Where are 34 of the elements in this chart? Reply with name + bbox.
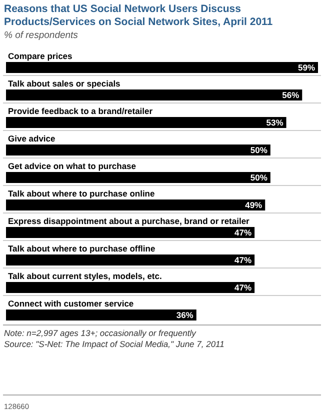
y-tick-label: Talk about where to purchase offline <box>8 244 156 254</box>
chart-title: Reasons that US Social Network Users Discuss Products/Services on Social Network Sites, April 2011 <box>4 3 273 28</box>
data-label: 50% <box>250 145 268 155</box>
y-tick-label: Give advice <box>8 134 56 144</box>
bar <box>6 90 302 100</box>
data-label: 36% <box>176 310 194 320</box>
data-label: 59% <box>298 62 316 72</box>
y-tick-label: Talk about sales or specials <box>8 78 121 88</box>
data-label: 50% <box>250 172 268 182</box>
bar <box>6 282 255 293</box>
data-label: 47% <box>234 228 252 238</box>
data-label: 56% <box>282 90 300 100</box>
bar <box>6 200 266 210</box>
bar <box>6 62 318 73</box>
bar <box>6 310 196 320</box>
y-tick-label: Provide feedback to a brand/retailer <box>8 106 154 116</box>
y-tick-label: Express disappointment about a purchase, brand or retailer <box>8 216 250 226</box>
y-tick-label: Talk about current styles, models, etc. <box>8 271 162 281</box>
data-label: 49% <box>245 200 263 210</box>
bar <box>6 254 255 266</box>
y-tick-label: Get advice on what to purchase <box>8 161 136 171</box>
bar <box>6 172 270 183</box>
bar <box>6 227 255 238</box>
bar <box>6 117 286 128</box>
data-label: 47% <box>234 282 252 292</box>
bar <box>6 144 270 156</box>
chart-subtitle: % of respondents <box>4 30 78 41</box>
y-tick-label: Talk about where to purchase online <box>8 188 155 198</box>
data-label: 47% <box>234 255 252 265</box>
text: Note: n=2,997 ages 13+; occasionally or frequently <box>4 328 197 338</box>
data-label: 53% <box>266 118 284 128</box>
source-note: Source: "S-Net: The Impact of Social Media," June 7, 2011 <box>4 339 225 349</box>
y-tick-label: Connect with customer service <box>8 298 134 308</box>
y-tick-label: Compare prices <box>8 51 73 61</box>
